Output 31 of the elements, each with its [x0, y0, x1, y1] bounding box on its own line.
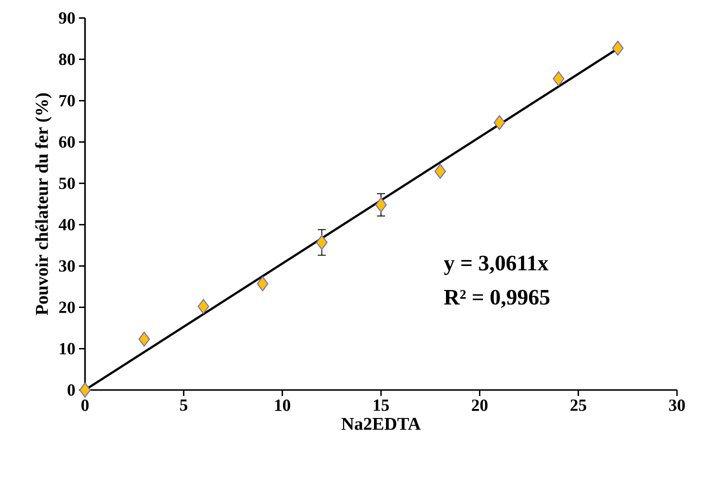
y-axis-title: Pouvoir chélateur du fer (%)	[35, 93, 52, 316]
point	[79, 382, 91, 398]
y-tick-label: 80	[59, 54, 75, 66]
x-tick-label: 20	[472, 400, 488, 411]
point	[375, 197, 387, 212]
y-tick-label: 20	[59, 302, 75, 314]
x-tick-label: 5	[180, 400, 188, 411]
y-tick-label: 70	[59, 94, 75, 106]
point	[198, 298, 210, 314]
point	[138, 332, 150, 347]
y-tick-label: 50	[59, 178, 75, 190]
y-tick-label: 60	[59, 136, 75, 148]
annotation: y = 3,0611x	[444, 256, 548, 276]
y-tick-label: 10	[60, 342, 75, 354]
point	[316, 234, 328, 250]
point	[612, 40, 624, 56]
x-axis-title: Na2EDTA	[342, 418, 421, 430]
point	[256, 276, 268, 292]
x-tick-label: 30	[669, 400, 685, 411]
x-tick-label: 10	[275, 400, 290, 411]
point	[494, 115, 506, 130]
y-tick-label: 90	[58, 12, 75, 24]
y-tick-label: 0	[68, 384, 75, 396]
point	[552, 71, 564, 86]
y-tick-label: 40	[58, 218, 75, 230]
x-tick-label: 25	[570, 400, 586, 411]
y-tick-label: 30	[59, 260, 75, 272]
x-tick-label: 15	[374, 400, 389, 411]
x-tick-label: 0	[81, 400, 89, 411]
point	[434, 164, 446, 179]
annotation: R² = 0,9965	[444, 290, 550, 308]
